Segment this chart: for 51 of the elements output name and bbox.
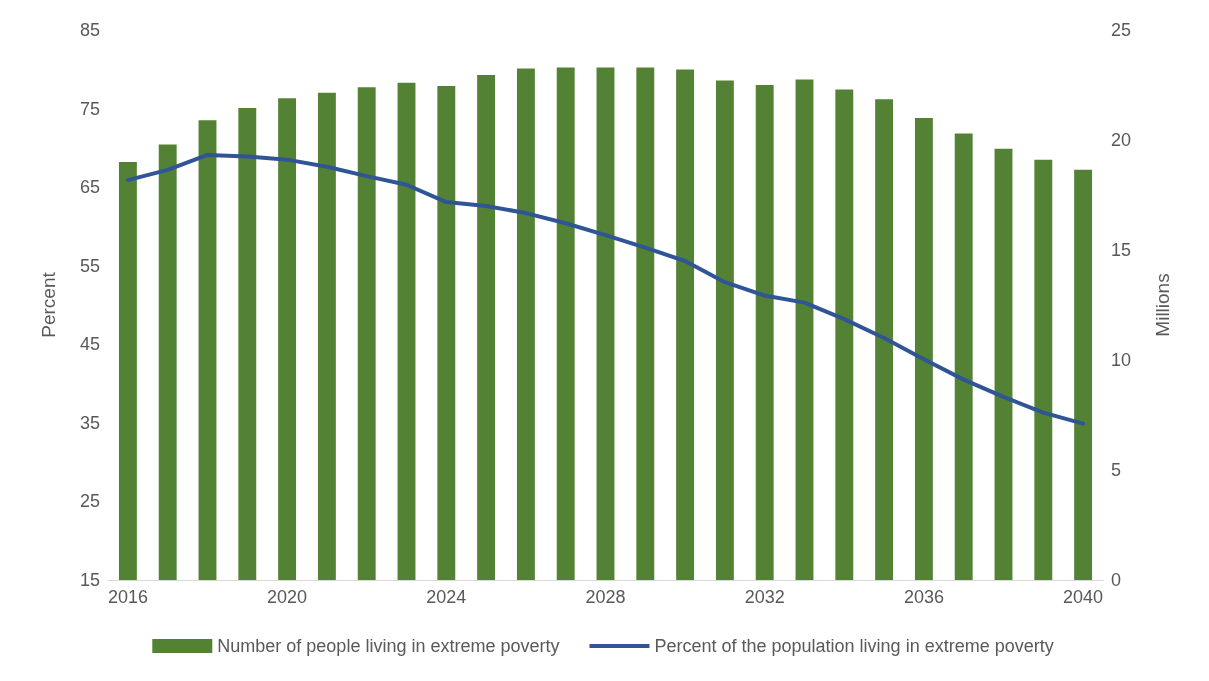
x-tick-label: 2028: [585, 587, 626, 607]
y2-tick-label: 5: [1111, 460, 1122, 480]
bar: [914, 118, 933, 580]
bar: [516, 68, 535, 580]
bar: [238, 108, 257, 580]
y2-axis-title: Millions: [1152, 273, 1173, 337]
bar: [715, 80, 734, 580]
y2-tick-label: 0: [1111, 570, 1122, 590]
bar: [994, 148, 1013, 580]
bar: [755, 85, 774, 580]
bar: [357, 87, 376, 580]
y2-tick-label: 15: [1111, 240, 1132, 260]
y2-tick-label: 10: [1111, 350, 1132, 370]
bar: [875, 99, 894, 580]
bar: [1034, 159, 1053, 580]
y-tick-label: 55: [79, 255, 100, 276]
y-tick-label: 85: [79, 20, 100, 40]
x-tick-label: 2036: [903, 587, 944, 607]
y-tick-label: 75: [79, 98, 100, 119]
legend-label: Percent of the population living in extreme poverty: [654, 636, 1054, 656]
bar: [795, 79, 814, 580]
bar: [198, 120, 217, 580]
x-tick-label: 2032: [744, 587, 785, 607]
x-tick-label: 2040: [1063, 587, 1104, 607]
y-tick-label: 45: [79, 334, 100, 355]
y-tick-label: 65: [79, 177, 100, 198]
bar: [676, 69, 695, 580]
bar: [1074, 169, 1093, 580]
bar: [397, 82, 416, 580]
y-tick-label: 25: [79, 491, 100, 512]
y-axis-title: Percent: [38, 271, 59, 338]
y2-tick-label: 20: [1111, 130, 1132, 150]
line-series: [125, 152, 1086, 426]
bar: [835, 89, 854, 580]
bar: [437, 86, 456, 580]
bar: [118, 162, 137, 580]
bar: [954, 133, 973, 580]
bar: [636, 67, 655, 580]
y2-tick-label: 25: [1111, 20, 1132, 40]
bar: [158, 144, 177, 580]
y-tick-label: 15: [79, 570, 100, 590]
bar: [278, 98, 297, 580]
bar: [596, 67, 615, 580]
bar: [477, 75, 496, 580]
bar: [556, 67, 575, 580]
y-tick-label: 35: [79, 412, 100, 433]
x-tick-label: 2016: [107, 587, 148, 607]
x-tick-label: 2024: [426, 587, 467, 607]
legend-label: Number of people living in extreme poverty: [217, 636, 560, 656]
bar: [317, 92, 336, 580]
x-tick-label: 2020: [267, 587, 308, 607]
